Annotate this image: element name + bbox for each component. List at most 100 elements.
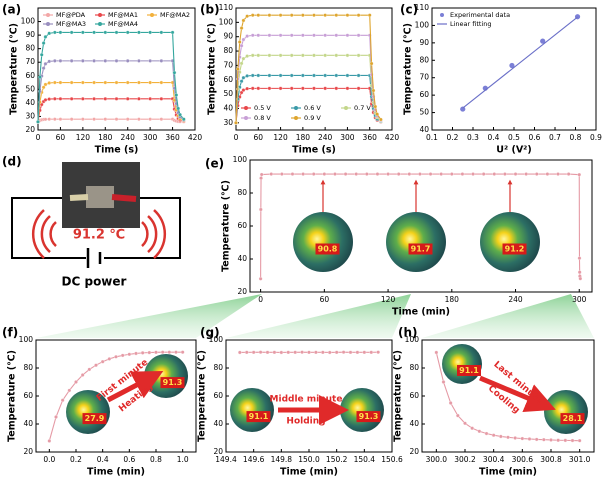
plot-frame bbox=[235, 7, 393, 131]
data-point bbox=[137, 117, 141, 122]
legend-label: MF@MA3 bbox=[56, 20, 86, 28]
electrode bbox=[111, 194, 137, 202]
data-point bbox=[125, 59, 130, 63]
legend-marker bbox=[344, 106, 348, 110]
temp-tag bbox=[560, 413, 585, 425]
data-point bbox=[290, 172, 295, 176]
data-point bbox=[125, 96, 130, 101]
data-point bbox=[491, 433, 496, 438]
data-point bbox=[267, 73, 272, 78]
data-point bbox=[92, 30, 96, 35]
data-point bbox=[556, 172, 560, 176]
legend-label: Linear fitting bbox=[450, 20, 492, 28]
heat-wave bbox=[31, 209, 57, 259]
data-point bbox=[147, 350, 152, 355]
data-point bbox=[114, 354, 118, 359]
data-point bbox=[54, 415, 58, 419]
legend-label: 0.9 V bbox=[304, 114, 321, 122]
data-point bbox=[356, 73, 361, 78]
x-tick-label: 0.1 bbox=[426, 133, 438, 142]
x-tick-label: 0.4 bbox=[488, 133, 500, 142]
data-point bbox=[103, 59, 108, 63]
data-point bbox=[103, 117, 108, 122]
data-point bbox=[250, 53, 255, 58]
data-point bbox=[269, 172, 274, 176]
y-tick-label: 80 bbox=[223, 46, 233, 55]
thermal-image bbox=[386, 212, 446, 272]
x-axis-label: Time (s) bbox=[292, 145, 336, 156]
x-axis-label: Time (min) bbox=[479, 467, 537, 478]
y-axis-label: Temperature (℃) bbox=[393, 350, 404, 442]
data-point bbox=[43, 82, 48, 87]
x-tick-label: 300.4 bbox=[483, 455, 505, 464]
thermal-image bbox=[340, 388, 384, 432]
data-point bbox=[267, 33, 272, 38]
data-point bbox=[245, 54, 249, 58]
data-point bbox=[301, 13, 305, 18]
data-point bbox=[41, 66, 46, 71]
data-point bbox=[58, 80, 63, 85]
data-point bbox=[356, 13, 361, 18]
x-tick-label: 120 bbox=[273, 133, 288, 142]
data-point bbox=[148, 117, 152, 122]
data-point bbox=[286, 350, 291, 355]
data-point bbox=[52, 80, 57, 85]
heat-wave bbox=[141, 209, 167, 259]
data-point bbox=[434, 350, 439, 355]
circuit-diagram: (d) 91.2 ℃ DC power bbox=[2, 155, 181, 289]
series-line bbox=[37, 82, 185, 122]
x-axis-label: U² (V²) bbox=[496, 145, 531, 156]
data-point bbox=[509, 62, 515, 69]
x-tick-label: 0.2 bbox=[70, 455, 82, 464]
y-tick-label: 40 bbox=[23, 419, 33, 428]
x-tick-label: 150.0 bbox=[298, 455, 320, 464]
data-point bbox=[312, 53, 316, 58]
data-point bbox=[418, 172, 422, 176]
x-tick-label: 300 bbox=[143, 133, 158, 142]
x-tick-label: 420 bbox=[385, 133, 400, 142]
legend-label: MF@PDA bbox=[56, 11, 86, 19]
data-point bbox=[527, 437, 532, 441]
data-point bbox=[241, 56, 246, 61]
data-point bbox=[323, 86, 327, 91]
y-tick-label: 40 bbox=[223, 103, 233, 112]
x-axis-label: Time (min) bbox=[280, 467, 338, 478]
data-point bbox=[160, 350, 165, 355]
y-tick-label: 60 bbox=[237, 221, 247, 230]
y-axis-label: Temperature (℃) bbox=[7, 350, 18, 442]
data-point bbox=[43, 98, 48, 102]
data-point bbox=[81, 117, 85, 122]
data-point bbox=[323, 13, 327, 18]
data-point bbox=[87, 367, 92, 372]
y-tick-label: 40 bbox=[237, 254, 247, 263]
legend-label: MF@MA2 bbox=[160, 11, 190, 19]
data-point bbox=[58, 59, 63, 63]
data-point bbox=[549, 438, 553, 442]
x-tick-label: 0 bbox=[36, 133, 41, 142]
y-tick-label: 70 bbox=[419, 73, 429, 82]
y-tick-label: 50 bbox=[419, 108, 429, 117]
data-point bbox=[375, 112, 379, 117]
data-point bbox=[307, 350, 311, 355]
inset-label: 91.3 bbox=[359, 412, 379, 421]
data-point bbox=[114, 59, 119, 63]
data-point bbox=[362, 350, 367, 355]
series-line bbox=[37, 31, 185, 122]
data-point bbox=[174, 93, 179, 97]
data-point bbox=[534, 437, 539, 442]
data-point bbox=[172, 70, 177, 75]
y-tick-label: 20 bbox=[25, 125, 35, 134]
process-arrow bbox=[479, 375, 556, 413]
data-point bbox=[356, 33, 361, 38]
data-point bbox=[60, 398, 65, 403]
data-point bbox=[241, 18, 246, 23]
data-point bbox=[47, 31, 52, 36]
data-point bbox=[120, 353, 125, 358]
y-tick-label: 80 bbox=[25, 44, 35, 53]
data-point bbox=[80, 373, 85, 377]
x-tick-label: 149.8 bbox=[271, 455, 293, 464]
data-point bbox=[314, 350, 318, 355]
sample bbox=[86, 186, 114, 208]
data-point bbox=[47, 59, 52, 64]
data-point bbox=[470, 426, 475, 431]
